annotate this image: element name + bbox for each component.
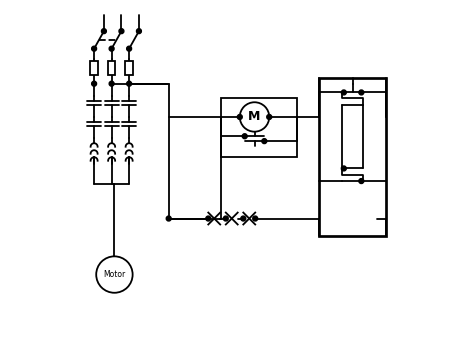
Bar [108,61,116,75]
Circle shape [119,29,124,34]
Circle shape [223,216,228,221]
Circle shape [109,81,114,86]
Bar [221,98,297,157]
Circle shape [241,216,246,221]
Bar [90,61,98,75]
Text: Motor: Motor [103,270,126,279]
Circle shape [91,46,97,51]
Circle shape [127,81,132,86]
Circle shape [206,216,211,221]
Circle shape [237,114,242,119]
Circle shape [91,81,97,86]
Bar [319,78,386,236]
Circle shape [137,29,141,34]
Text: M: M [248,110,261,124]
Circle shape [359,179,364,184]
Circle shape [101,29,106,34]
Circle shape [96,256,133,293]
Circle shape [109,46,114,51]
Circle shape [341,166,346,171]
Circle shape [242,134,247,139]
Circle shape [127,46,132,51]
Circle shape [262,139,267,144]
Circle shape [253,216,258,221]
Bar [125,61,133,75]
Circle shape [341,90,346,95]
Circle shape [267,114,272,119]
Circle shape [240,102,269,132]
Circle shape [166,216,171,221]
Circle shape [359,90,364,95]
